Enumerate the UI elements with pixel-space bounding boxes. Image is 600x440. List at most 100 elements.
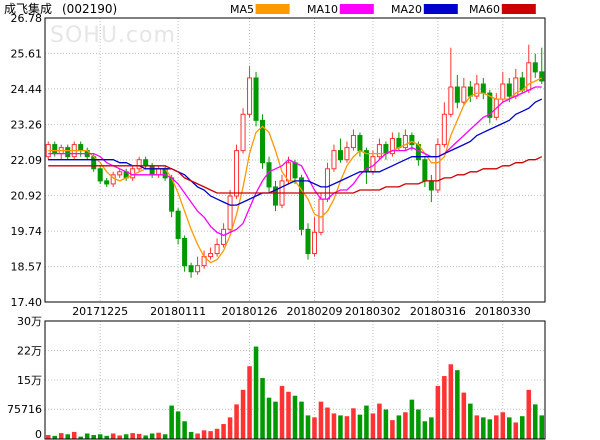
price-x-tick-label: 20180111 (150, 305, 206, 318)
price-y-tick-label: 24.44 (11, 83, 43, 96)
legend-label-ma5: MA5 (230, 3, 254, 16)
candle-body (104, 180, 110, 185)
volume-bar (91, 435, 96, 439)
price-y-tick-label: 18.57 (11, 261, 43, 274)
watermark: SOHU.com (50, 23, 176, 48)
volume-bar (429, 417, 434, 439)
candle-body (506, 83, 512, 97)
volume-bar (253, 346, 259, 439)
candle (58, 144, 64, 160)
candle (435, 138, 441, 194)
volume-bar (45, 435, 51, 439)
volume-bar (149, 433, 155, 439)
volume-bar (292, 395, 298, 439)
candle (97, 165, 103, 184)
price-y-tick-label: 25.61 (11, 47, 43, 60)
volume-bar-series (45, 346, 545, 439)
candle (78, 141, 84, 157)
candle (337, 138, 343, 163)
price-x-axis: 20171225 20180111 20180126 20180209 20180302… (72, 305, 531, 318)
volume-bar (110, 433, 116, 439)
candle-body (182, 237, 188, 267)
price-x-tick-label: 20180316 (410, 305, 466, 318)
volume-bar (500, 412, 506, 439)
candle (480, 77, 486, 100)
candle-body (247, 77, 253, 115)
volume-bar (65, 434, 70, 439)
candle (506, 77, 512, 103)
candle-body (539, 71, 545, 82)
volume-bar (448, 364, 454, 439)
legend-label-ma20: MA20 (391, 3, 422, 16)
price-panel-frame (44, 17, 546, 303)
volume-y-tick-label: 75716 (7, 403, 42, 416)
volume-bar (273, 401, 278, 439)
candle (149, 162, 155, 178)
candle (389, 132, 395, 157)
candle-body (376, 144, 382, 158)
volume-bar (344, 416, 350, 439)
candle (428, 174, 434, 203)
price-y-axis: 26.78 25.61 24.44 23.26 22.09 20.92 19.74 18.57… (11, 12, 43, 309)
stock-code: (002190) (62, 2, 117, 16)
candle-body (253, 77, 259, 121)
price-x-tick-label: 20171225 (72, 305, 128, 318)
candle-body (149, 165, 155, 176)
candle (188, 262, 194, 278)
legend-swatch-ma10 (339, 4, 374, 14)
candle (214, 238, 220, 257)
ma-line-ma10 (48, 86, 542, 237)
volume-bar (175, 411, 181, 439)
volume-bar (104, 435, 109, 439)
volume-bar (338, 415, 343, 439)
candle-body (461, 86, 467, 103)
candle (182, 235, 188, 272)
candle (195, 256, 201, 275)
volume-bar (403, 412, 408, 439)
volume-bar (481, 417, 486, 439)
volume-bar (130, 433, 135, 439)
candle (402, 129, 408, 151)
candle-body (409, 134, 415, 146)
volume-bar (409, 399, 415, 439)
volume-bar (331, 413, 337, 439)
candle (422, 156, 428, 187)
volume-bar (260, 378, 265, 439)
candle (273, 180, 279, 212)
candle (136, 156, 142, 172)
volume-bar (396, 415, 402, 439)
candle (324, 162, 330, 203)
candle-body (208, 253, 214, 258)
ma-line-ma20 (48, 98, 543, 206)
candle-body (357, 134, 363, 152)
candle (162, 165, 168, 181)
candle-body (402, 134, 408, 149)
volume-bar (377, 403, 382, 439)
candle (130, 165, 136, 181)
volume-bar (468, 403, 473, 439)
candle-body (136, 159, 142, 170)
volume-bar (117, 435, 122, 439)
candle-body (428, 180, 434, 191)
candle-body (487, 92, 493, 118)
candle (253, 71, 259, 127)
candle (357, 132, 363, 157)
candle (260, 114, 266, 169)
volume-bar (494, 415, 499, 439)
candle (474, 74, 480, 100)
candle (52, 141, 58, 157)
candle-body (234, 150, 240, 197)
candle-body (175, 210, 181, 239)
volume-bar (214, 428, 220, 439)
price-y-tick-label: 22.09 (11, 154, 43, 167)
volume-panel-frame (44, 320, 546, 440)
volume-bar (143, 435, 148, 439)
volume-bar (325, 407, 330, 439)
candle-body (65, 147, 71, 158)
candle-body (143, 159, 149, 167)
candle-body (273, 186, 279, 206)
stock-name: 成飞集成 (4, 1, 52, 16)
volume-y-tick-label: 0 (35, 428, 42, 440)
volume-y-axis: 30万 22万 15万 75716 0 (7, 315, 42, 440)
volume-bar (520, 416, 525, 439)
